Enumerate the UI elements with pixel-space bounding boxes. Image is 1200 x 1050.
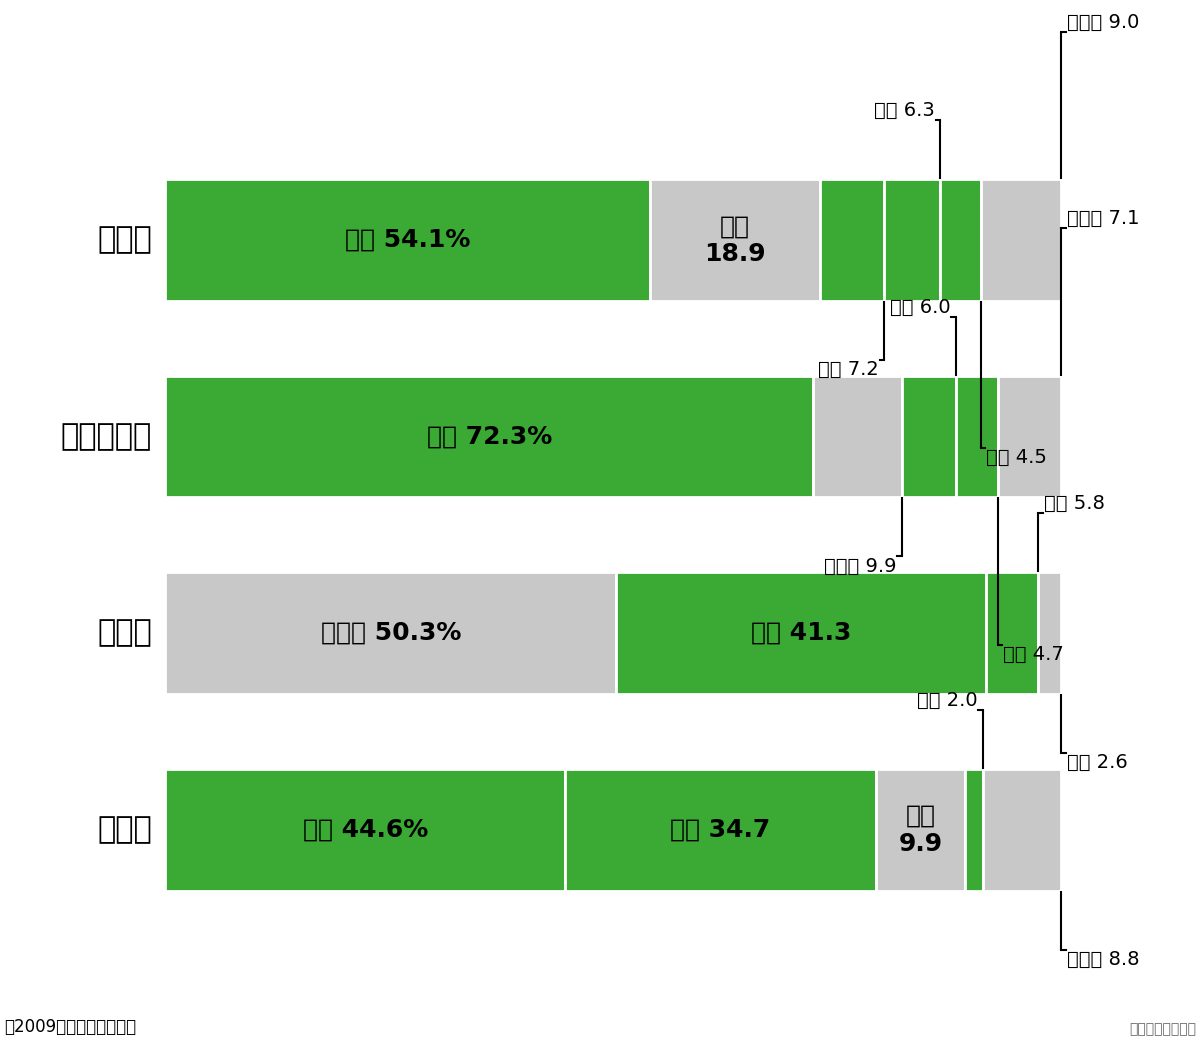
Text: 宮城 5.8: 宮城 5.8 — [1044, 495, 1104, 513]
Text: その他 7.1: その他 7.1 — [1067, 209, 1139, 228]
Bar — [902, 376, 955, 498]
Bar — [166, 769, 565, 890]
Text: わかめ: わかめ — [97, 815, 152, 844]
Bar — [884, 180, 941, 301]
Text: 山梨 6.3: 山梨 6.3 — [875, 101, 935, 120]
Text: 山梨 6.0: 山梨 6.0 — [889, 297, 950, 317]
Text: 徳島
9.9: 徳島 9.9 — [899, 803, 942, 856]
Bar — [1038, 572, 1062, 694]
Bar — [166, 572, 616, 694]
Text: ほたて: ほたて — [97, 618, 152, 648]
Bar — [941, 180, 980, 301]
Text: その他 8.8: その他 8.8 — [1067, 949, 1139, 968]
Bar — [166, 180, 650, 301]
Text: 宮城 34.7: 宮城 34.7 — [671, 818, 770, 842]
Bar — [650, 180, 820, 301]
Bar — [814, 376, 902, 498]
Text: 秋田 4.5: 秋田 4.5 — [986, 448, 1048, 467]
Text: 長崎 2.0: 長崎 2.0 — [917, 691, 977, 710]
Text: 青森 41.3: 青森 41.3 — [751, 622, 851, 645]
Bar — [820, 180, 884, 301]
Text: さくらんぼ: さくらんぼ — [61, 422, 152, 452]
Text: 北海道 50.3%: 北海道 50.3% — [320, 622, 461, 645]
Text: 北海道 9.9: 北海道 9.9 — [824, 556, 896, 575]
Text: りんご: りんご — [97, 226, 152, 254]
Bar — [565, 769, 876, 890]
Text: 地図・路線図工房: 地図・路線図工房 — [1129, 1022, 1196, 1036]
Bar — [998, 376, 1062, 498]
Text: 山形 72.3%: 山形 72.3% — [427, 424, 552, 448]
Bar — [166, 376, 814, 498]
Bar — [980, 180, 1062, 301]
Text: 長野
18.9: 長野 18.9 — [704, 214, 766, 266]
Bar — [965, 769, 983, 890]
Bar — [983, 769, 1062, 890]
Text: （2009年　農林水産省）: （2009年 農林水産省） — [4, 1018, 137, 1036]
Text: 岐抜 7.2: 岐抜 7.2 — [818, 360, 878, 379]
Text: 岐抜 2.6: 岐抜 2.6 — [1067, 753, 1128, 772]
Bar — [986, 572, 1038, 694]
Text: 青森 4.7: 青森 4.7 — [1003, 645, 1064, 664]
Bar — [955, 376, 998, 498]
Bar — [616, 572, 986, 694]
Text: 青森 54.1%: 青森 54.1% — [346, 228, 470, 252]
Text: 岐抜 44.6%: 岐抜 44.6% — [302, 818, 428, 842]
Text: その他 9.0: その他 9.0 — [1067, 13, 1139, 32]
Bar — [876, 769, 965, 890]
